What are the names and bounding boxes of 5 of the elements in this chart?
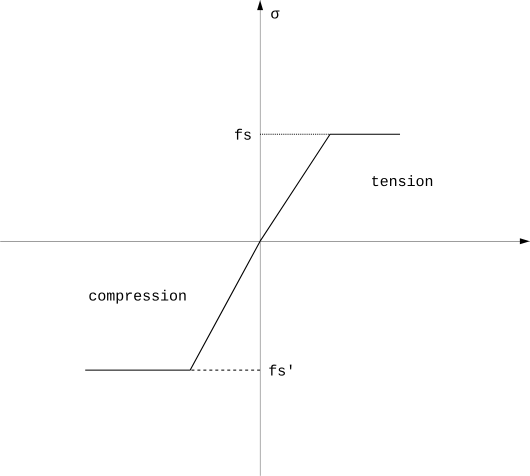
ref-line-label: fs xyxy=(235,128,251,140)
ref-line-label: fs' xyxy=(269,364,292,376)
annotation: tension xyxy=(372,175,432,186)
annotation: compression xyxy=(89,290,186,304)
text: σ xyxy=(271,10,280,19)
